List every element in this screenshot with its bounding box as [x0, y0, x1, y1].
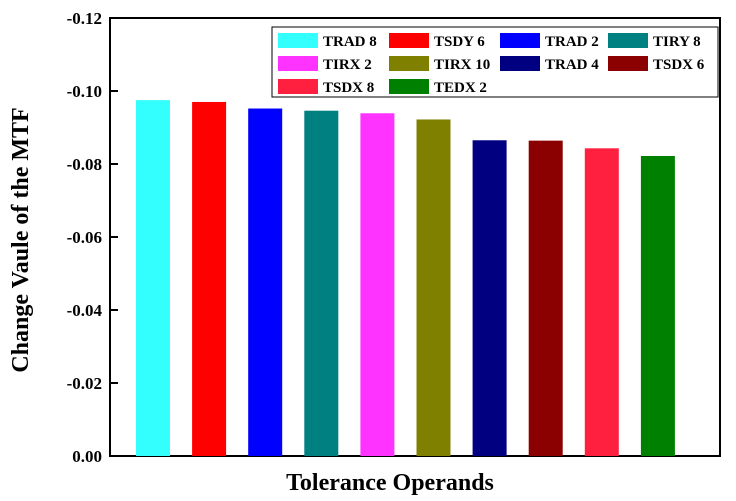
bars-group	[136, 100, 675, 457]
bar-trad-2	[248, 108, 283, 457]
y-tick-label: -0.08	[67, 155, 102, 174]
legend-swatch	[389, 79, 429, 94]
legend-swatch	[389, 56, 429, 71]
legend-label: TRAD 4	[545, 57, 599, 73]
y-tick-label: -0.06	[67, 228, 102, 247]
legend-swatch	[278, 56, 318, 71]
legend-swatch	[278, 79, 318, 94]
bar-tirx-2	[360, 113, 395, 456]
legend-label: TEDX 2	[434, 80, 487, 96]
legend-swatch	[278, 33, 318, 48]
legend-swatch	[608, 33, 648, 48]
bar-tirx-10	[416, 119, 451, 456]
y-axis: 0.00 -0.02 -0.04 -0.06 -0.08 -0.10 -0.12	[67, 9, 118, 466]
bar-trad-4	[472, 140, 507, 456]
bar-tsdx-8	[584, 148, 619, 456]
legend-label: TRAD 2	[545, 34, 599, 50]
legend-swatch	[608, 56, 648, 71]
legend: TRAD 8 TSDY 6 TRAD 2 TIRY 8 TIRX 2 TIRX 10 TRA…	[271, 26, 719, 98]
bar-tedx-2	[640, 155, 675, 456]
legend-label: TIRY 8	[653, 34, 701, 50]
legend-label: TIRX 2	[323, 57, 372, 73]
legend-swatch	[500, 56, 540, 71]
bar-tsdx-6	[528, 140, 563, 456]
y-tick-label: 0.00	[72, 447, 102, 466]
bar-trad-8	[136, 100, 170, 456]
legend-swatch	[500, 33, 540, 48]
legend-label: TSDX 6	[653, 57, 705, 73]
y-axis-title: Change Vaule of the MTF	[8, 107, 34, 372]
y-tick-label: -0.02	[67, 374, 102, 393]
legend-label: TSDX 8	[323, 80, 374, 96]
bar-tsdy-6	[192, 101, 227, 456]
x-axis-title: Tolerance Operands	[286, 470, 494, 496]
legend-label: TIRX 10	[434, 57, 490, 73]
legend-swatch	[389, 33, 429, 48]
y-tick-label: -0.12	[67, 9, 102, 28]
bar-tiry-8	[304, 110, 339, 457]
y-tick-label: -0.04	[67, 301, 103, 320]
legend-label: TSDY 6	[434, 34, 485, 50]
y-tick-label: -0.10	[67, 82, 102, 101]
legend-label: TRAD 8	[323, 34, 377, 50]
